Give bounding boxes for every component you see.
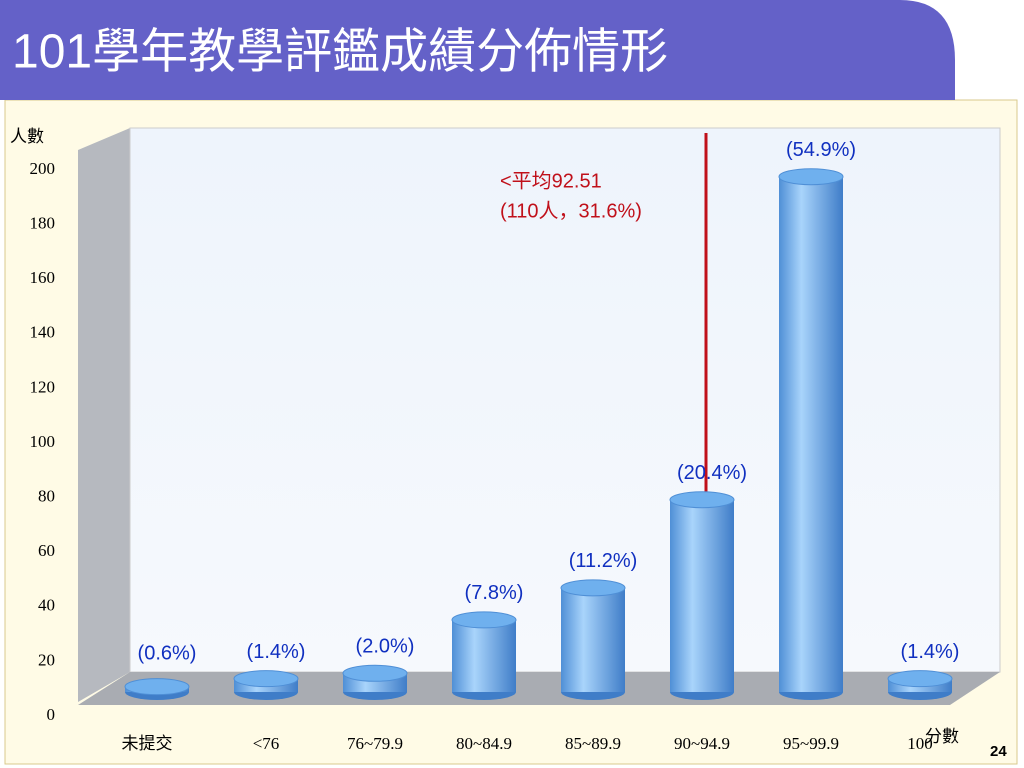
- percent-label: (54.9%): [786, 139, 856, 161]
- percent-label: (7.8%): [465, 582, 524, 604]
- y-tick-label: 0: [47, 705, 56, 724]
- y-tick-label: 140: [30, 323, 56, 342]
- y-axis-label: 人數: [10, 127, 44, 146]
- y-tick-label: 80: [38, 487, 55, 506]
- annotation: (110人，31.6%): [500, 199, 642, 222]
- bar-top: [778, 168, 844, 186]
- bar: [670, 499, 734, 692]
- y-tick-label: 20: [38, 650, 55, 669]
- x-tick-label: 80~84.9: [456, 734, 512, 753]
- bar-top: [669, 491, 735, 509]
- bar-top: [451, 611, 517, 629]
- y-tick-label: 160: [30, 268, 56, 287]
- page-number: 24: [990, 743, 1007, 760]
- x-tick-label: 100: [907, 734, 933, 753]
- percent-label: (1.4%): [247, 641, 306, 663]
- annotation: <平均92.51: [500, 169, 602, 192]
- title: 101學年教學評鑑成績分佈情形: [12, 26, 668, 79]
- y-tick-label: 180: [30, 214, 56, 233]
- x-tick-label: <76: [253, 734, 280, 753]
- bar-top: [342, 664, 408, 682]
- y-tick-label: 60: [38, 541, 55, 560]
- bar-top: [887, 670, 953, 688]
- percent-label: (2.0%): [356, 636, 415, 658]
- y-tick-label: 100: [30, 432, 56, 451]
- back-wall: [129, 127, 1001, 673]
- x-tick-label: 95~99.9: [783, 734, 839, 753]
- x-tick-label: 85~89.9: [565, 734, 621, 753]
- y-tick-label: 200: [30, 159, 56, 178]
- title-bar: [0, 0, 955, 100]
- side-wall: [78, 128, 130, 702]
- percent-label: (0.6%): [138, 642, 197, 664]
- x-tick-label: 90~94.9: [674, 734, 730, 753]
- x-tick-label: 未提交: [122, 734, 173, 753]
- bar: [452, 619, 516, 692]
- y-tick-label: 120: [30, 377, 56, 396]
- x-axis-label: 分數: [925, 727, 959, 746]
- percent-label: (1.4%): [901, 641, 960, 663]
- bar: [779, 176, 843, 692]
- percent-label: (11.2%): [569, 550, 638, 572]
- bar-top: [233, 670, 299, 688]
- bar: [561, 587, 625, 692]
- floor: [78, 672, 1000, 705]
- percent-label: (20.4%): [677, 462, 747, 484]
- bar-top: [560, 579, 626, 597]
- bar-top: [124, 678, 190, 696]
- x-tick-label: 76~79.9: [347, 734, 403, 753]
- y-tick-label: 40: [38, 596, 55, 615]
